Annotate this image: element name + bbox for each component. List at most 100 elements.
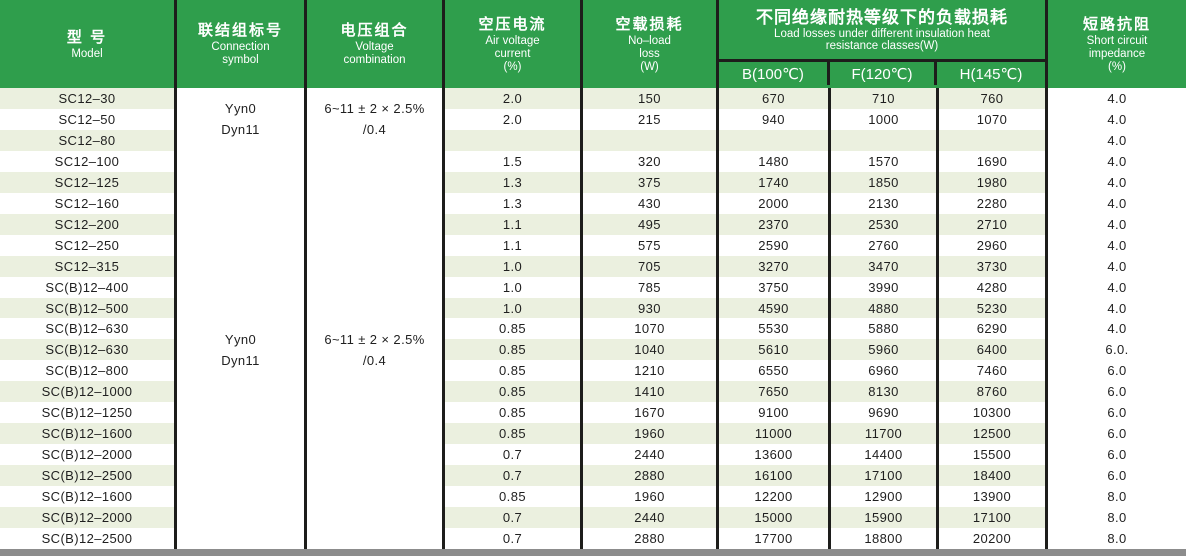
cell-conn-merged xyxy=(177,318,307,340)
cell-h: 3730 xyxy=(939,255,1048,277)
cell-volt-merged xyxy=(307,171,445,193)
header-model-zh: 型 号 xyxy=(66,28,108,46)
cell-noload: 2880 xyxy=(583,465,719,487)
table-row: SC(B)12–1600 0.85 1960 11000 11700 12500 6.0 xyxy=(0,423,1186,445)
cell-noload: 1960 xyxy=(583,423,719,445)
cell-air: 0.85 xyxy=(445,402,583,424)
cell-h: 1980 xyxy=(939,171,1048,193)
header-air-en1: Air voltage xyxy=(485,34,540,47)
cell-b: 15000 xyxy=(719,507,831,529)
header-voltage-en2: combination xyxy=(343,54,406,66)
cell-h: 6400 xyxy=(939,339,1048,361)
cell-volt-merged xyxy=(307,234,445,256)
header-subcell-f120: F(120℃) xyxy=(830,62,938,85)
header-cell-noload-loss: 空载损耗 No–load loss (W) xyxy=(583,0,719,88)
table-row: SC(B)12–630 0.85 1040 5610 5960 6400 6.0. xyxy=(0,339,1186,361)
cell-air xyxy=(445,129,583,151)
cell-noload: 430 xyxy=(583,192,719,214)
cell-imp: 4.0 xyxy=(1107,132,1127,148)
cell-h: 2280 xyxy=(939,192,1048,214)
cell-f: 1850 xyxy=(831,171,939,193)
cell-b: 6550 xyxy=(719,360,831,382)
cell-noload: 1410 xyxy=(583,381,719,403)
cell-b: 3270 xyxy=(719,255,831,277)
cell-volt-merged xyxy=(307,465,445,487)
table-row: SC(B)12–500 1.0 930 4590 4880 5230 4.0 xyxy=(0,297,1186,319)
table-header: 型 号 Model 联结组标号 Connection symbol 电压组合 V… xyxy=(0,0,1186,88)
cell-conn-merged xyxy=(177,129,307,151)
cell-model: SC(B)12–2000 xyxy=(0,507,177,529)
cell-imp: 4.0 xyxy=(1107,237,1127,253)
table-row: SC(B)12–1000 0.85 1410 7650 8130 8760 6.0 xyxy=(0,381,1186,403)
cell-imp: 8.0 xyxy=(1107,530,1127,546)
cell-air: 0.7 xyxy=(445,465,583,487)
cell-air: 0.85 xyxy=(445,339,583,361)
cell-noload: 2440 xyxy=(583,507,719,529)
cell-model: SC(B)12–1600 xyxy=(0,423,177,445)
cell-model: SC12–100 xyxy=(0,150,177,172)
cell-f: 5960 xyxy=(831,339,939,361)
cell-f: 2760 xyxy=(831,234,939,256)
cell-h: 1070 xyxy=(939,108,1048,130)
cell-b xyxy=(719,129,831,151)
cell-model: SC12–200 xyxy=(0,213,177,235)
table-row: SC(B)12–2000 0.7 2440 15000 15900 17100 8.0 xyxy=(0,507,1186,529)
cell-model: SC(B)12–800 xyxy=(0,360,177,382)
cell-noload: 1210 xyxy=(583,360,719,382)
header-air-en3: (%) xyxy=(503,60,522,73)
cell-h: 2960 xyxy=(939,234,1048,256)
cell-conn-merged xyxy=(177,108,307,130)
cell-conn-merged xyxy=(177,339,307,361)
cell-volt-merged xyxy=(307,108,445,130)
cell-conn-merged xyxy=(177,486,307,508)
table-body: Yyn0 Dyn11 6~11 ± 2 × 2.5% /0.4 Yyn0 Dyn… xyxy=(0,88,1186,549)
cell-model: SC12–160 xyxy=(0,192,177,214)
table-row: SC12–100 1.5 320 1480 1570 1690 4.0 xyxy=(0,150,1186,172)
header-subcell-b100: B(100℃) xyxy=(719,62,830,85)
cell-model: SC(B)12–1250 xyxy=(0,402,177,424)
cell-f: 6960 xyxy=(831,360,939,382)
header-noload-en2: loss xyxy=(639,47,660,60)
cell-f: 4880 xyxy=(831,297,939,319)
cell-f: 9690 xyxy=(831,402,939,424)
cell-imp: 6.0. xyxy=(1105,342,1129,358)
cell-model: SC(B)12–500 xyxy=(0,297,177,319)
cell-h: 4280 xyxy=(939,276,1048,298)
cell-f: 710 xyxy=(831,88,939,109)
header-connection-zh: 联结组标号 xyxy=(197,22,283,39)
cell-f: 2530 xyxy=(831,213,939,235)
cell-model: SC12–50 xyxy=(0,108,177,130)
cell-noload: 1960 xyxy=(583,486,719,508)
cell-noload: 1670 xyxy=(583,402,719,424)
cell-air: 1.3 xyxy=(445,171,583,193)
cell-h: 760 xyxy=(939,88,1048,109)
table-row: SC(B)12–400 1.0 785 3750 3990 4280 4.0 xyxy=(0,276,1186,298)
header-noload-en3: (W) xyxy=(640,60,659,73)
header-cell-impedance: 短路抗阻 Short circuit impedance (%) xyxy=(1048,0,1186,88)
cell-imp: 6.0 xyxy=(1107,447,1127,463)
cell-air: 2.0 xyxy=(445,108,583,130)
table-row: SC(B)12–2500 0.7 2880 17700 18800 20200 8.0 xyxy=(0,528,1186,549)
cell-f: 3470 xyxy=(831,255,939,277)
cell-noload: 215 xyxy=(583,108,719,130)
cell-air: 0.7 xyxy=(445,528,583,549)
cell-h: 20200 xyxy=(939,528,1048,549)
header-noload-zh: 空载损耗 xyxy=(615,15,684,33)
table-row: SC(B)12–800 0.85 1210 6550 6960 7460 6.0 xyxy=(0,360,1186,382)
cell-volt-merged xyxy=(307,486,445,508)
cell-conn-merged xyxy=(177,276,307,298)
cell-noload: 705 xyxy=(583,255,719,277)
cell-h: 7460 xyxy=(939,360,1048,382)
cell-imp: 4.0 xyxy=(1107,258,1127,274)
cell-noload: 930 xyxy=(583,297,719,319)
cell-noload xyxy=(583,129,719,151)
cell-air: 1.5 xyxy=(445,150,583,172)
cell-imp: 8.0 xyxy=(1107,510,1127,526)
cell-noload: 150 xyxy=(583,88,719,109)
cell-h xyxy=(939,129,1048,151)
cell-f: 18800 xyxy=(831,528,939,549)
cell-imp: 4.0 xyxy=(1107,174,1127,190)
cell-b: 5530 xyxy=(719,318,831,340)
cell-h: 18400 xyxy=(939,465,1048,487)
